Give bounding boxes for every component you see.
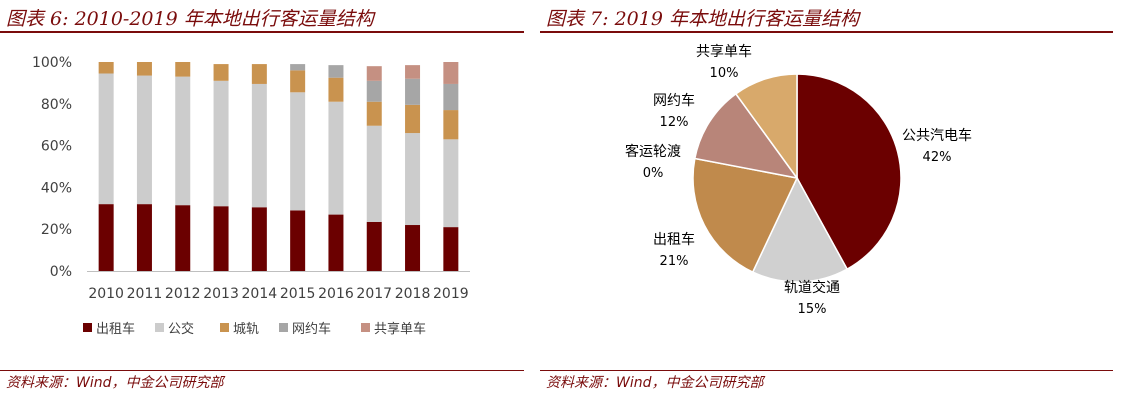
x-tick-label: 2019 bbox=[433, 286, 469, 302]
x-tick-label: 2016 bbox=[318, 286, 354, 302]
bar-segment bbox=[443, 83, 459, 111]
pie-slice bbox=[796, 73, 902, 271]
pie-slice bbox=[751, 176, 849, 283]
bar-segment bbox=[290, 64, 306, 71]
slice-percent-label: 10% bbox=[710, 66, 739, 81]
x-tick-label: 2014 bbox=[242, 286, 278, 302]
bar-segment bbox=[366, 221, 382, 271]
y-tick-label: 100% bbox=[32, 55, 72, 71]
slice-label: 客运轮渡 bbox=[625, 143, 681, 160]
legend-swatch bbox=[83, 323, 92, 332]
bar-segment bbox=[443, 62, 459, 84]
bar-segment bbox=[98, 62, 114, 74]
bar-segment bbox=[98, 204, 114, 271]
right-title-rule bbox=[540, 31, 1113, 33]
x-tick-label: 2018 bbox=[395, 286, 431, 302]
left-source-note: 资料来源：Wind，中金公司研究部 bbox=[6, 375, 224, 391]
bar-segment bbox=[175, 62, 191, 77]
bar-segment bbox=[328, 77, 344, 102]
bar-segment bbox=[366, 101, 382, 126]
pie-slice bbox=[693, 92, 799, 180]
bar-segment bbox=[328, 65, 344, 78]
left-title-rule bbox=[0, 31, 524, 33]
bar-segment bbox=[290, 210, 306, 271]
bar-segment bbox=[290, 92, 306, 211]
pie-slice bbox=[734, 73, 798, 181]
bar-segment bbox=[443, 139, 459, 228]
bar-segment bbox=[251, 207, 267, 271]
y-tick-label: 0% bbox=[50, 264, 72, 280]
pie-chart: 公共汽电车 42% 轨道交通 15% 出租车 21% 客运轮渡 0% 网约车 12% 共享单车 10% bbox=[625, 43, 972, 317]
bar-segment bbox=[290, 70, 306, 93]
slice-percent-label: 21% bbox=[660, 254, 689, 269]
slice-label: 共享单车 bbox=[696, 43, 752, 60]
right-figure-title: 图表 7: 2019 年本地出行客运量结构 bbox=[546, 8, 859, 30]
slice-percent-label: 42% bbox=[923, 150, 952, 165]
bar-segment bbox=[175, 76, 191, 206]
slice-percent-label: 12% bbox=[660, 115, 689, 130]
x-tick-label: 2015 bbox=[280, 286, 316, 302]
bar-segment bbox=[136, 204, 152, 271]
bar-segment bbox=[251, 64, 267, 84]
slice-label: 轨道交通 bbox=[784, 279, 840, 296]
x-tick-label: 2013 bbox=[203, 286, 239, 302]
bar-segment bbox=[136, 62, 152, 76]
right-source-rule bbox=[540, 370, 1113, 371]
bar-segment bbox=[405, 78, 421, 105]
right-figure-panel: 图表 7: 2019 年本地出行客运量结构 公共汽电车 42% 轨道交通 15% 出租车… bbox=[540, 0, 1120, 420]
slice-label: 网约车 bbox=[653, 92, 695, 109]
left-figure-title: 图表 6: 2010-2019 年本地出行客运量结构 bbox=[6, 8, 374, 30]
pie-slice bbox=[692, 157, 799, 274]
legend-label: 公交 bbox=[168, 321, 194, 337]
bar-segment bbox=[405, 225, 421, 271]
slice-label: 公共汽电车 bbox=[902, 127, 972, 144]
x-tick-label: 2017 bbox=[356, 286, 392, 302]
bar-segment bbox=[405, 104, 421, 134]
y-tick-label: 80% bbox=[41, 97, 72, 113]
x-tick-label: 2011 bbox=[127, 286, 163, 302]
bar-segment bbox=[213, 206, 229, 271]
legend-label: 出租车 bbox=[96, 321, 135, 337]
bar-segment bbox=[443, 227, 459, 271]
bar-segment bbox=[98, 73, 114, 205]
legend-swatch bbox=[155, 323, 164, 332]
legend-label: 城轨 bbox=[233, 322, 259, 337]
legend-swatch bbox=[220, 323, 229, 332]
right-source-note: 资料来源：Wind，中金公司研究部 bbox=[546, 375, 764, 391]
bar-segment bbox=[251, 83, 267, 208]
legend-label: 共享单车 bbox=[374, 321, 426, 337]
bar-segment bbox=[366, 80, 382, 102]
left-figure-panel: 图表 6: 2010-2019 年本地出行客运量结构 0% 20% 40% 60% 80… bbox=[0, 0, 530, 420]
bar-segment bbox=[328, 101, 344, 215]
bar-segment bbox=[328, 214, 344, 271]
bar-segment bbox=[136, 75, 152, 205]
legend-swatch bbox=[361, 323, 370, 332]
slice-percent-label: 0% bbox=[643, 166, 664, 181]
y-tick-label: 20% bbox=[41, 222, 72, 238]
x-tick-label: 2010 bbox=[88, 286, 124, 302]
stacked-bar-chart: 0%20%40%60%80%100%2010 2011 2012 2013 2014 20… bbox=[32, 55, 470, 337]
bar-segment bbox=[175, 205, 191, 271]
slice-label: 出租车 bbox=[653, 231, 695, 248]
legend-swatch bbox=[279, 323, 288, 332]
legend-label: 网约车 bbox=[292, 321, 331, 337]
bar-segment bbox=[213, 80, 229, 207]
bar-segment bbox=[213, 64, 229, 81]
bar-segment bbox=[405, 133, 421, 226]
y-tick-label: 60% bbox=[41, 139, 72, 155]
bar-segment bbox=[443, 110, 459, 140]
x-tick-label: 2012 bbox=[165, 286, 201, 302]
bar-segment bbox=[405, 65, 421, 79]
left-source-rule bbox=[0, 370, 524, 371]
bar-segment bbox=[366, 125, 382, 222]
y-tick-label: 40% bbox=[41, 180, 72, 196]
slice-percent-label: 15% bbox=[798, 302, 827, 317]
bar-segment bbox=[366, 66, 382, 81]
